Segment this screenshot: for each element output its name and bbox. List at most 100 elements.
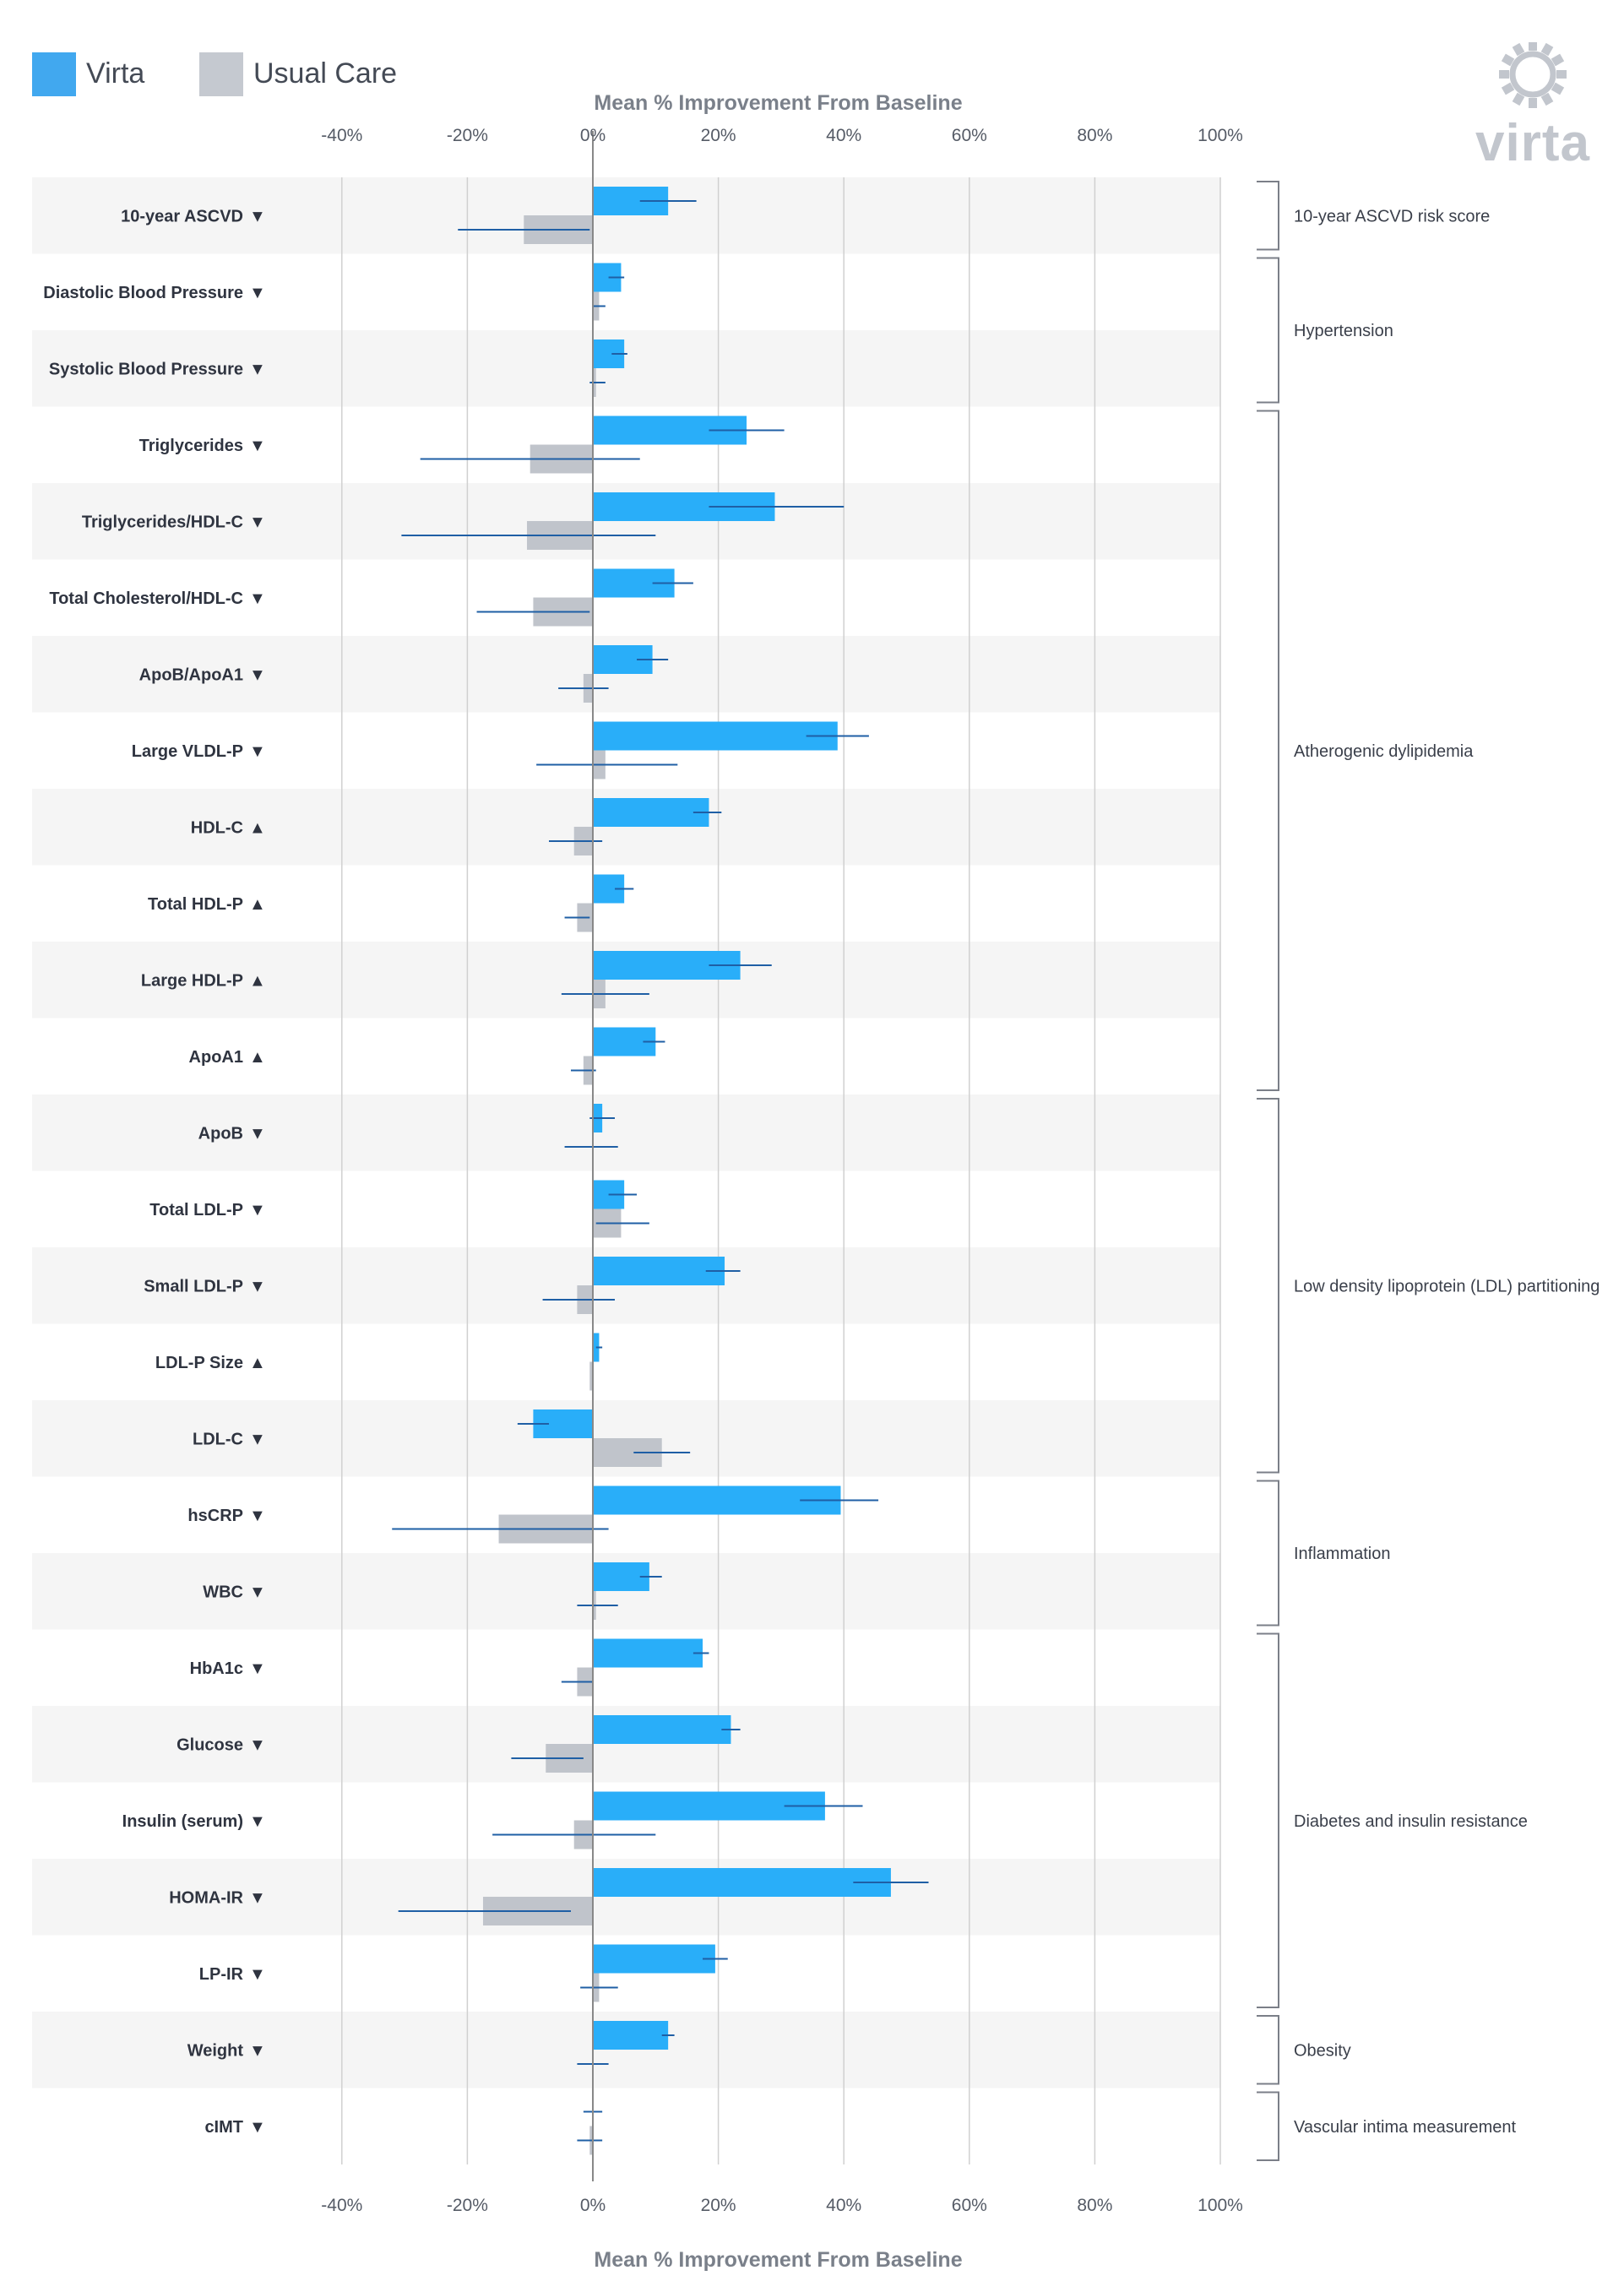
sun-ray	[1556, 70, 1567, 79]
x-tick-label-bottom: -40%	[321, 2196, 362, 2215]
row-label-ldl-c: LDL-C	[193, 1430, 243, 1448]
row-label-insulin-serum: Insulin (serum)	[122, 1812, 243, 1831]
row-labels: 10-year ASCVD ▼ Diastolic Blood Pressure ▼ S…	[43, 207, 266, 2137]
arrow-down-icon: ▼	[249, 1659, 266, 1678]
group-bracket	[1257, 2091, 1279, 2161]
virta-bar	[593, 1257, 725, 1285]
group-bracket	[1257, 257, 1279, 404]
arrow-down-icon: ▼	[249, 742, 266, 761]
sun-ray	[1501, 53, 1515, 67]
sun-icon	[1499, 41, 1567, 108]
virta-bar	[593, 1868, 891, 1897]
x-tick-label-top: 40%	[826, 126, 861, 145]
x-tick-label-bottom: 40%	[826, 2196, 861, 2215]
arrow-down-icon: ▼	[249, 1965, 266, 1984]
virta-bar	[593, 1944, 715, 1974]
sun-ray	[1540, 92, 1554, 106]
group-label-atherogenic-dylipidemia: Atherogenic dylipidemia	[1294, 742, 1474, 761]
arrow-up-icon: ▲	[249, 1048, 266, 1067]
arrow-up-icon: ▲	[249, 971, 266, 990]
x-tick-label-top: 100%	[1198, 126, 1243, 145]
sun-ray	[1501, 82, 1515, 95]
row-label-glucose: Glucose	[177, 1735, 243, 1754]
arrow-down-icon: ▼	[249, 1888, 266, 1907]
arrow-down-icon: ▼	[249, 1812, 266, 1831]
arrow-down-icon: ▼	[249, 437, 266, 455]
virta-bar	[593, 798, 709, 827]
row-label-weight: Weight	[187, 2041, 244, 2060]
legend-label-virta: Virta	[86, 57, 145, 90]
row-label-apob: ApoB	[198, 1124, 243, 1143]
sun-ray	[1512, 42, 1525, 57]
x-tick-label-top: -40%	[321, 126, 362, 145]
row-label-total-cholesterol-hdl-c: Total Cholesterol/HDL-C	[49, 589, 243, 608]
arrow-down-icon: ▼	[249, 665, 266, 684]
arrow-down-icon: ▼	[249, 2118, 266, 2137]
x-tick-label-bottom: -20%	[447, 2196, 488, 2215]
row-label-homa-ir: HOMA-IR	[169, 1888, 243, 1907]
arrow-down-icon: ▼	[249, 1507, 266, 1525]
row-label-total-ldl-p: Total LDL-P	[149, 1201, 243, 1219]
x-tick-label-top: 60%	[952, 126, 987, 145]
arrow-down-icon: ▼	[249, 1277, 266, 1295]
arrow-down-icon: ▼	[249, 207, 266, 225]
group-bracket	[1257, 1632, 1279, 2008]
bars	[482, 187, 891, 2155]
legend-swatch-usual-care	[199, 52, 243, 96]
arrow-up-icon: ▲	[249, 895, 266, 914]
x-tick-label-bottom: 100%	[1198, 2196, 1243, 2215]
arrow-down-icon: ▼	[249, 1735, 266, 1754]
sun-ray	[1551, 53, 1565, 67]
group-bracket	[1257, 1480, 1279, 1627]
virta-bar	[593, 1638, 703, 1668]
virta-bar	[593, 1333, 600, 1362]
grid-lines	[341, 177, 1221, 2164]
row-label-hba1c: HbA1c	[190, 1659, 243, 1678]
row-shade	[32, 330, 1220, 407]
x-tick-label-top: 20%	[701, 126, 736, 145]
group-brackets: 10-year ASCVD risk score Hypertension Athe…	[1257, 181, 1600, 2161]
group-bracket	[1257, 410, 1279, 1091]
arrow-up-icon: ▲	[249, 1354, 266, 1372]
group-label-obesity: Obesity	[1294, 2041, 1351, 2060]
arrow-down-icon: ▼	[249, 1124, 266, 1143]
sun-ray	[1512, 92, 1525, 106]
row-label-diastolic-blood-pressure: Diastolic Blood Pressure	[43, 284, 243, 302]
arrow-down-icon: ▼	[249, 2041, 266, 2060]
row-label-large-vldl-p: Large VLDL-P	[132, 742, 243, 761]
row-label-triglycerides: Triglycerides	[139, 437, 243, 455]
group-label-diabetes-and-insulin-resistance: Diabetes and insulin resistance	[1294, 1812, 1528, 1831]
row-label-10-year-ascvd: 10-year ASCVD	[121, 207, 243, 225]
virta-bar	[593, 721, 838, 751]
virta-bar	[593, 1485, 841, 1515]
x-tick-label-bottom: 0%	[580, 2196, 606, 2215]
group-label-inflammation: Inflammation	[1294, 1545, 1391, 1563]
arrow-down-icon: ▼	[249, 1583, 266, 1601]
row-label-triglycerides-hdl-c: Triglycerides/HDL-C	[82, 513, 243, 531]
x-tick-label-top: 80%	[1077, 126, 1112, 145]
group-label-10-year-ascvd-risk-score: 10-year ASCVD risk score	[1294, 207, 1490, 225]
row-label-total-hdl-p: Total HDL-P	[148, 895, 243, 914]
group-label-low-density-lipoprotein-ldl-partitioning: Low density lipoprotein (LDL) partitioni…	[1294, 1277, 1600, 1295]
arrow-down-icon: ▼	[249, 360, 266, 378]
arrow-down-icon: ▼	[249, 1201, 266, 1219]
virta-bar	[593, 1715, 731, 1744]
group-label-hypertension: Hypertension	[1294, 322, 1393, 340]
error-bars	[392, 200, 929, 2142]
x-tick-label-bottom: 20%	[701, 2196, 736, 2215]
row-label-large-hdl-p: Large HDL-P	[141, 971, 243, 990]
x-axis-title-bottom: Mean % Improvement From Baseline	[594, 2248, 963, 2272]
row-label-small-ldl-p: Small LDL-P	[144, 1277, 243, 1295]
row-label-cimt: cIMT	[204, 2118, 243, 2137]
x-tick-label-bottom: 60%	[952, 2196, 987, 2215]
row-label-hdl-c: HDL-C	[191, 818, 243, 837]
x-tick-label-top: 0%	[580, 126, 606, 145]
sun-ray	[1529, 98, 1537, 108]
sun-ray	[1540, 42, 1554, 57]
row-label-apob-apoa1: ApoB/ApoA1	[139, 665, 243, 684]
arrow-up-icon: ▲	[249, 818, 266, 837]
sun-ray	[1529, 41, 1537, 51]
arrow-down-icon: ▼	[249, 284, 266, 302]
legend-swatch-virta	[32, 52, 76, 96]
